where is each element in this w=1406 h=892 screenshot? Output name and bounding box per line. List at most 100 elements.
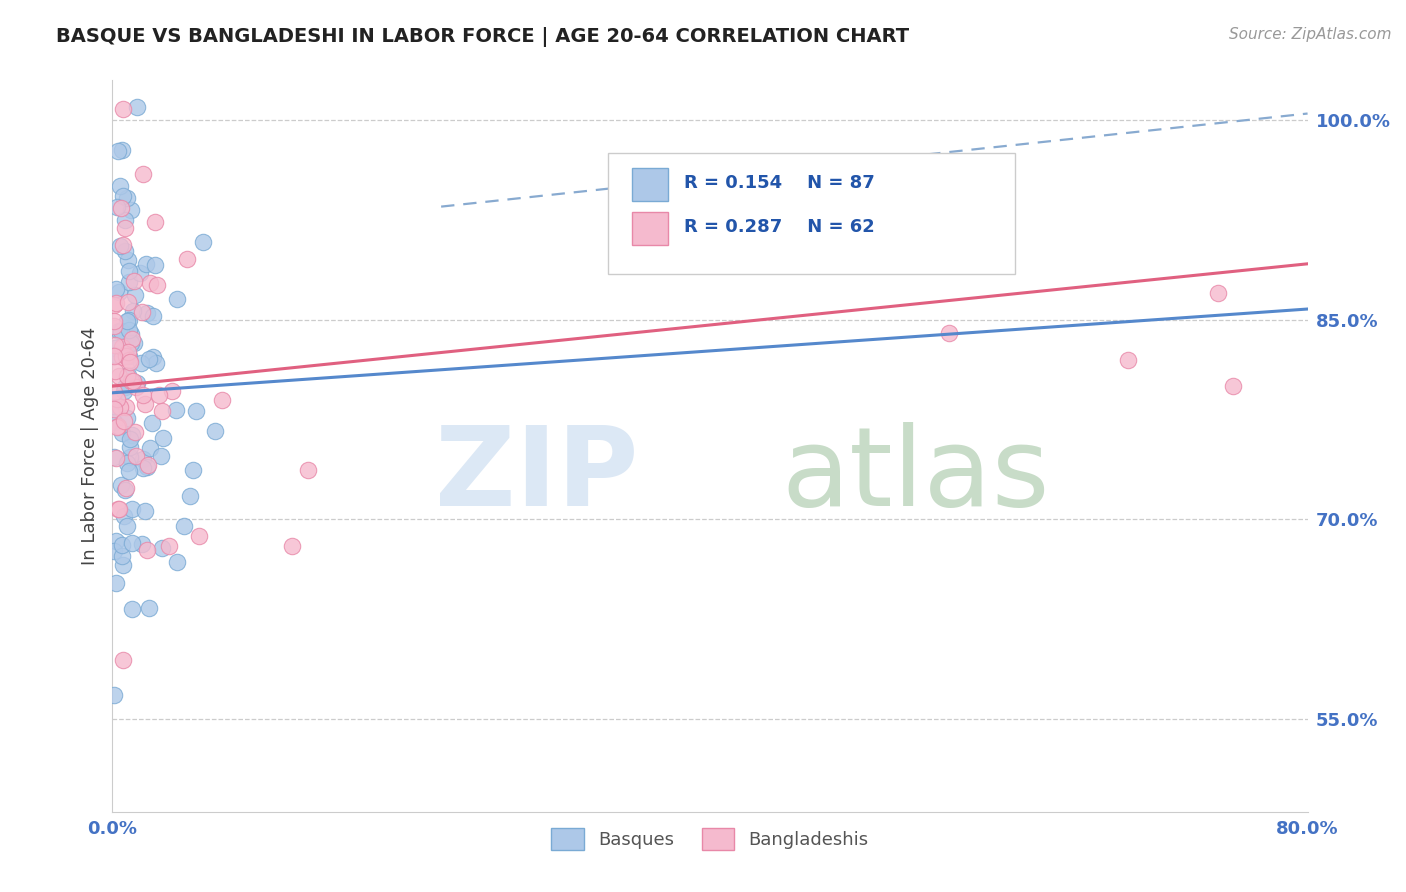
Point [103, 401, 125, 415]
Point [114, 380, 136, 394]
Point [114, 220, 136, 235]
Point [114, 213, 136, 227]
Point [103, 298, 125, 312]
Point [120, 355, 142, 369]
Point [186, 403, 208, 417]
Text: ZIP: ZIP [434, 422, 638, 529]
Point [115, 400, 138, 414]
Point [121, 428, 143, 442]
FancyBboxPatch shape [609, 153, 1015, 274]
Point [111, 425, 134, 440]
Point [112, 653, 135, 667]
Point [139, 441, 162, 455]
Point [124, 380, 146, 394]
Point [132, 167, 155, 181]
Point [104, 295, 127, 310]
Point [105, 450, 128, 465]
Point [118, 264, 141, 278]
Point [104, 341, 127, 355]
Point [103, 349, 125, 363]
Point [118, 323, 141, 337]
Point [297, 462, 319, 476]
Point [125, 100, 148, 114]
Point [114, 413, 136, 427]
Point [127, 376, 149, 390]
Point [108, 285, 131, 299]
Point [134, 504, 156, 518]
Point [121, 332, 143, 346]
Point [108, 179, 131, 194]
Point [162, 384, 184, 398]
Point [131, 305, 153, 319]
Point [120, 336, 142, 351]
Point [120, 202, 142, 217]
Point [103, 544, 125, 558]
Point [191, 235, 214, 249]
Point [120, 326, 142, 341]
Point [124, 449, 146, 463]
Point [115, 519, 138, 533]
Legend: Basques, Bangladeshis: Basques, Bangladeshis [544, 821, 876, 857]
Point [115, 349, 138, 363]
Point [166, 292, 188, 306]
Point [135, 460, 157, 475]
Point [138, 352, 160, 367]
Point [117, 411, 139, 425]
Point [103, 318, 125, 333]
Point [110, 201, 132, 215]
Point [118, 353, 141, 368]
Point [104, 337, 127, 351]
Point [150, 541, 173, 555]
Point [128, 267, 150, 281]
Text: Source: ZipAtlas.com: Source: ZipAtlas.com [1229, 27, 1392, 42]
Text: atlas: atlas [782, 422, 1050, 529]
Point [112, 508, 135, 523]
Point [173, 519, 195, 533]
Point [122, 336, 145, 351]
Point [143, 259, 166, 273]
Point [117, 295, 139, 310]
Point [120, 432, 142, 446]
Point [115, 456, 138, 470]
Point [117, 368, 139, 383]
Point [145, 277, 167, 292]
Point [111, 351, 134, 365]
Point [104, 364, 127, 378]
Point [142, 350, 165, 364]
Point [150, 403, 173, 417]
Point [112, 238, 135, 252]
Text: R = 0.154    N = 87: R = 0.154 N = 87 [683, 174, 875, 192]
Point [111, 549, 134, 563]
Point [114, 483, 136, 497]
Point [136, 458, 159, 472]
Y-axis label: In Labor Force | Age 20-64: In Labor Force | Age 20-64 [80, 326, 98, 566]
Point [117, 345, 139, 359]
Point [110, 324, 132, 338]
Point [1222, 379, 1244, 393]
Point [103, 450, 125, 464]
Point [121, 502, 143, 516]
Point [139, 276, 162, 290]
Point [176, 252, 198, 266]
Point [104, 348, 127, 362]
Point [105, 282, 128, 296]
Point [118, 440, 141, 454]
Point [204, 424, 226, 438]
Point [148, 387, 170, 401]
Point [118, 350, 141, 364]
Point [105, 392, 128, 406]
Point [108, 239, 131, 253]
Point [115, 191, 138, 205]
Point [124, 288, 146, 302]
Point [165, 403, 187, 417]
Point [138, 600, 160, 615]
Point [108, 400, 131, 414]
Point [118, 450, 141, 464]
Point [121, 602, 143, 616]
FancyBboxPatch shape [633, 212, 668, 244]
Point [110, 478, 132, 492]
Point [211, 392, 233, 407]
Point [103, 385, 125, 400]
Point [115, 314, 138, 328]
Point [1206, 286, 1229, 301]
